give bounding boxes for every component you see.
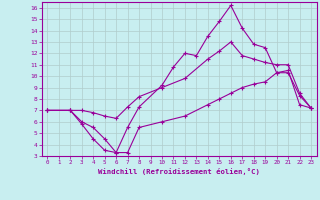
X-axis label: Windchill (Refroidissement éolien,°C): Windchill (Refroidissement éolien,°C): [98, 168, 260, 175]
